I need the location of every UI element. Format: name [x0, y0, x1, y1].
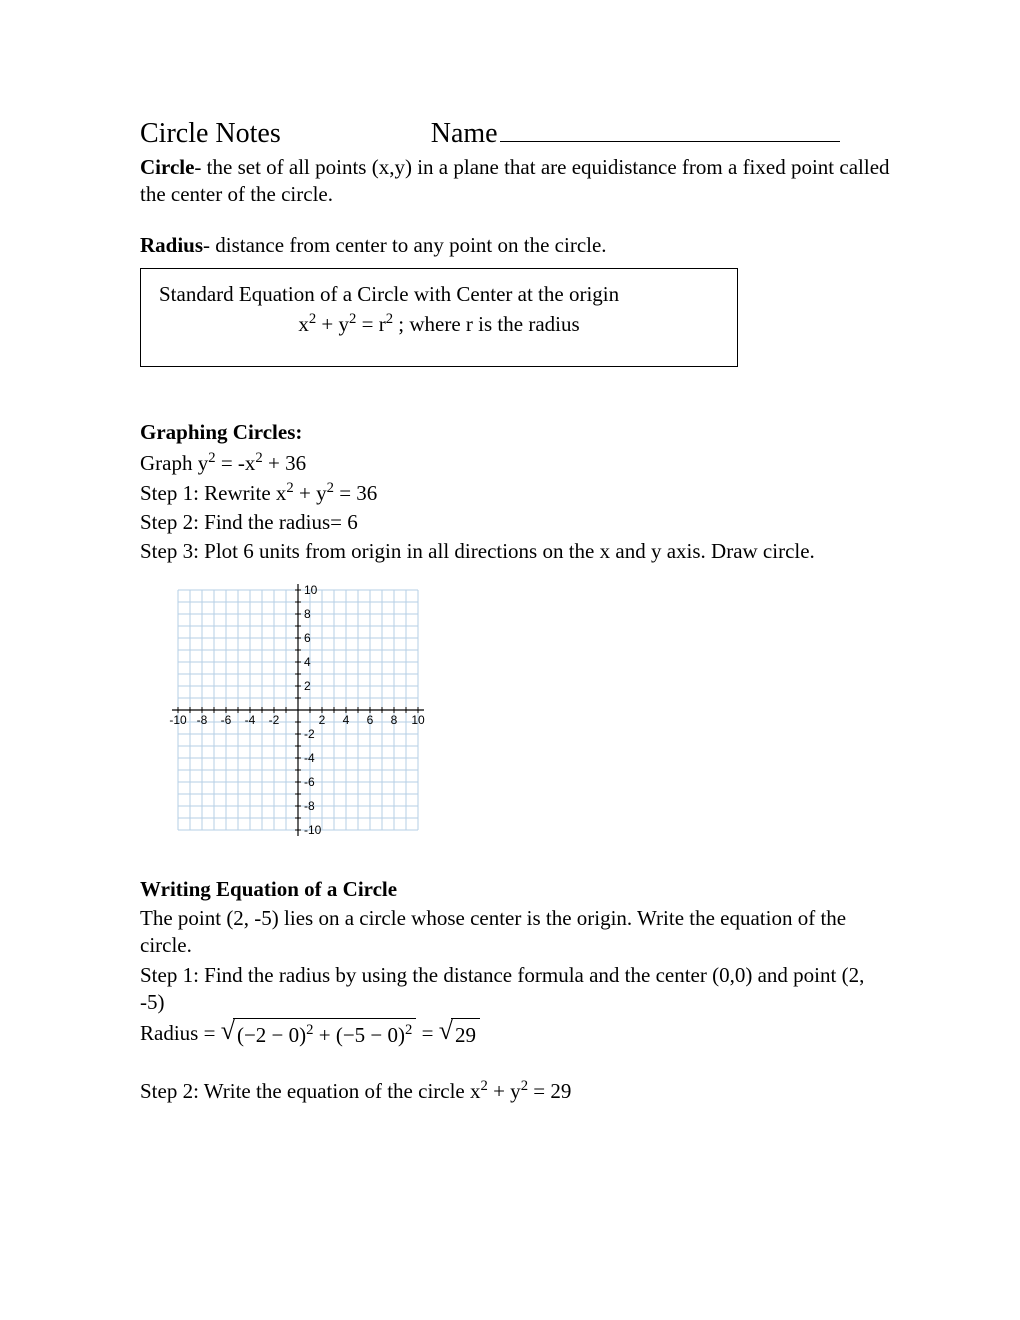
page-title: Circle Notes — [140, 118, 281, 150]
writing-heading-text: Writing Equation of a Circle — [140, 877, 397, 901]
svg-text:6: 6 — [304, 631, 311, 645]
svg-text:8: 8 — [304, 607, 311, 621]
writing-heading: Writing Equation of a Circle — [140, 876, 890, 903]
radius-calculation: Radius = √ (−2 − 0)2 + (−5 − 0)2 = √ 29 — [140, 1018, 890, 1053]
g2exp2: 2 — [327, 480, 334, 496]
circle-definition: Circle- the set of all points (x,y) in a… — [140, 154, 890, 209]
svg-text:8: 8 — [391, 713, 398, 727]
eq-plus-y: + y — [316, 312, 349, 336]
radicand-exp2: 2 — [405, 1022, 412, 1038]
svg-text:2: 2 — [319, 713, 326, 727]
s2exp1: 2 — [481, 1078, 488, 1094]
term-radius: Radius — [140, 233, 203, 257]
svg-text:-2: -2 — [269, 713, 280, 727]
g1b: = -x — [216, 451, 256, 475]
radius-definition-text: - distance from center to any point on t… — [203, 233, 607, 257]
svg-text:-6: -6 — [221, 713, 232, 727]
graphing-line2: Step 1: Rewrite x2 + y2 = 36 — [140, 479, 890, 507]
title-row: Circle Notes Name — [140, 110, 890, 150]
eq-exp3: 2 — [386, 311, 393, 327]
equals-text: = — [422, 1021, 439, 1045]
svg-text:10: 10 — [411, 713, 425, 727]
g1a: Graph y — [140, 451, 208, 475]
eq-r: = r — [356, 312, 385, 336]
radical-result: √ 29 — [439, 1018, 480, 1053]
s2a: Step 2: Write the equation of the circle… — [140, 1079, 481, 1103]
svg-text:-2: -2 — [304, 727, 315, 741]
svg-text:6: 6 — [367, 713, 374, 727]
eq-x: x — [298, 312, 309, 336]
writing-p1: The point (2, -5) lies on a circle whose… — [140, 905, 890, 960]
g2a: Step 1: Rewrite x — [140, 481, 286, 505]
graphing-line1: Graph y2 = -x2 + 36 — [140, 449, 890, 477]
svg-text:10: 10 — [304, 583, 318, 597]
grid-svg: -10 -10 -8 -8 -6 -6 -4 -4 -2 -2 2 2 4 4 6 6 8 8 10 10 — [160, 572, 436, 848]
g1exp2: 2 — [255, 450, 262, 466]
writing-step2: Step 2: Write the equation of the circle… — [140, 1077, 890, 1105]
standard-equation-box: Standard Equation of a Circle with Cente… — [140, 268, 738, 368]
g1exp1: 2 — [208, 450, 215, 466]
svg-text:-4: -4 — [304, 751, 315, 765]
g2b: + y — [294, 481, 327, 505]
graphing-heading: Graphing Circles: — [140, 419, 890, 446]
name-field-group: Name — [431, 110, 840, 150]
radicand-b: + (−5 − 0) — [314, 1023, 406, 1047]
s2exp2: 2 — [521, 1078, 528, 1094]
name-underline — [500, 110, 840, 142]
svg-text:-6: -6 — [304, 775, 315, 789]
s2c: = 29 — [528, 1079, 571, 1103]
svg-text:-8: -8 — [304, 799, 315, 813]
radical-expression: √ (−2 − 0)2 + (−5 − 0)2 — [221, 1018, 417, 1053]
svg-text:-10: -10 — [304, 823, 322, 837]
svg-text:-10: -10 — [169, 713, 187, 727]
s2b: + y — [488, 1079, 521, 1103]
document-page: Circle Notes Name Circle- the set of all… — [0, 0, 1020, 1320]
formula-equation: x2 + y2 = r2 ; where r is the radius — [159, 310, 719, 338]
g2exp1: 2 — [286, 480, 293, 496]
svg-text:-8: -8 — [197, 713, 208, 727]
radicand-a: (−2 − 0) — [237, 1023, 306, 1047]
svg-text:4: 4 — [343, 713, 350, 727]
g2c: = 36 — [334, 481, 377, 505]
graphing-heading-text: Graphing Circles: — [140, 420, 302, 444]
svg-text:2: 2 — [304, 679, 311, 693]
radius-definition: Radius- distance from center to any poin… — [140, 232, 890, 259]
radicand: (−2 − 0)2 + (−5 − 0)2 — [233, 1018, 416, 1053]
formula-heading: Standard Equation of a Circle with Cente… — [159, 281, 719, 308]
radicand-exp1: 2 — [306, 1022, 313, 1038]
graphing-line3: Step 2: Find the radius= 6 — [140, 509, 890, 536]
coordinate-grid: -10 -10 -8 -8 -6 -6 -4 -4 -2 -2 2 2 4 4 6 6 8 8 10 10 — [160, 572, 890, 848]
eq-tail: ; where r is the radius — [393, 312, 580, 336]
writing-p2: Step 1: Find the radius by using the dis… — [140, 962, 890, 1017]
circle-definition-text: - the set of all points (x,y) in a plane… — [140, 155, 890, 206]
svg-text:4: 4 — [304, 655, 311, 669]
g1c: + 36 — [263, 451, 306, 475]
graphing-line4: Step 3: Plot 6 units from origin in all … — [140, 538, 890, 565]
radius-label: Radius = — [140, 1021, 221, 1045]
name-label: Name — [431, 118, 498, 150]
radicand-29: 29 — [451, 1018, 480, 1053]
svg-text:-4: -4 — [245, 713, 256, 727]
term-circle: Circle — [140, 155, 194, 179]
